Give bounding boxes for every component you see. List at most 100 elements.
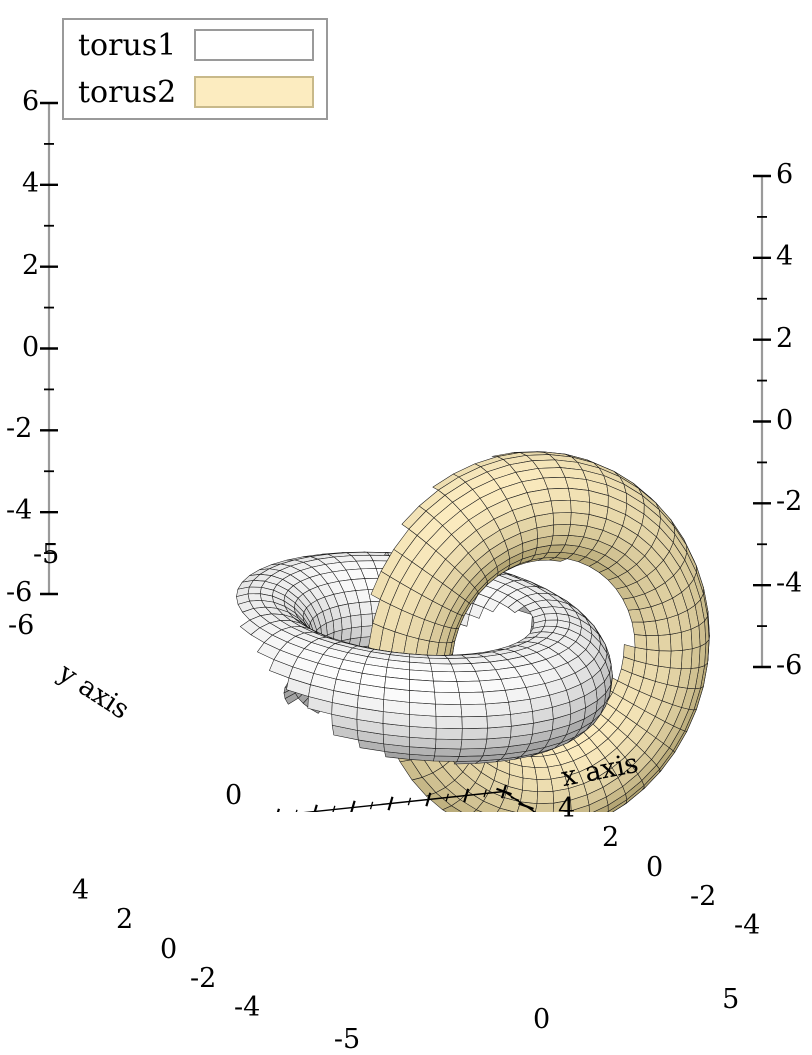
z-tick-label-left: -4 xyxy=(6,497,32,524)
mesh-face xyxy=(483,690,509,704)
z-tick-label-left: 6 xyxy=(22,88,39,115)
mesh-face xyxy=(537,779,553,792)
y-tick-label: -4 xyxy=(234,994,260,1021)
mesh-face xyxy=(462,716,488,729)
mesh-face xyxy=(551,500,571,513)
y-tick-label-right: 4 xyxy=(558,795,575,822)
mesh-face xyxy=(429,658,451,664)
mesh-face xyxy=(457,756,483,762)
x-tick-label-back: 0 xyxy=(225,782,242,809)
mesh-face xyxy=(410,690,436,704)
mesh-face xyxy=(681,629,692,650)
mesh-face xyxy=(361,614,373,627)
legend-label-torus1: torus1 xyxy=(78,28,176,63)
mesh-face xyxy=(435,739,461,749)
mesh-face xyxy=(454,671,479,681)
mesh-face xyxy=(658,651,671,668)
mesh-face xyxy=(487,714,511,728)
z-tick-label-left: 0 xyxy=(22,334,39,361)
y-tick-label: 4 xyxy=(72,877,89,904)
floor-tick-major xyxy=(351,801,355,812)
y-tick-label: 2 xyxy=(116,906,133,933)
mesh-face xyxy=(646,649,659,666)
x-tick-label: -5 xyxy=(334,1026,360,1053)
mesh-face xyxy=(461,704,487,717)
legend-entry-torus2[interactable]: torus2 xyxy=(64,72,326,114)
mesh-face xyxy=(545,620,558,626)
mesh-face xyxy=(553,512,571,524)
z-tick-label-right: -6 xyxy=(776,652,802,679)
mesh-face xyxy=(457,681,483,693)
mesh-face xyxy=(509,699,533,714)
mesh-face xyxy=(248,587,261,594)
mesh-face xyxy=(535,803,554,812)
mesh-face xyxy=(462,728,488,740)
mesh-face xyxy=(433,681,459,693)
y-tick-label: -2 xyxy=(190,965,216,992)
mesh-face xyxy=(699,643,706,667)
x-tick-label: 5 xyxy=(722,986,739,1013)
y-tick-label-right: 2 xyxy=(602,824,619,851)
mesh-face xyxy=(359,602,372,615)
mesh-face xyxy=(436,728,462,739)
z-tick-label-right: 4 xyxy=(776,243,793,270)
z-tick-label-left: -6 xyxy=(6,579,32,606)
z-tick-label-right: 0 xyxy=(776,407,793,434)
mesh-face xyxy=(410,715,437,729)
mesh-face xyxy=(670,650,682,668)
mesh-face xyxy=(432,671,457,681)
mesh-face xyxy=(459,692,485,705)
mesh-face xyxy=(571,500,590,514)
mesh-face xyxy=(691,625,700,648)
mesh-face xyxy=(341,616,351,630)
z-tick-label-right: -4 xyxy=(776,570,802,597)
mesh-face xyxy=(658,634,671,651)
mesh-face xyxy=(410,702,436,716)
mesh-face xyxy=(634,647,647,663)
y-tick-label: 0 xyxy=(160,936,177,963)
mesh-face xyxy=(435,692,461,705)
mesh-face xyxy=(548,488,571,501)
mesh-face xyxy=(431,664,455,672)
z-tick-label-right: 2 xyxy=(776,325,793,352)
mesh-face xyxy=(459,748,485,756)
mesh-face xyxy=(523,778,538,792)
mesh-face xyxy=(436,716,462,728)
legend-label-torus2: torus2 xyxy=(78,75,176,110)
mesh-face xyxy=(681,649,692,669)
z-tick-label-right: 6 xyxy=(776,161,793,188)
mesh-face xyxy=(410,726,437,739)
mesh-face xyxy=(537,791,554,803)
mesh-face xyxy=(435,704,461,717)
mesh-face xyxy=(461,739,487,749)
mesh-face xyxy=(485,702,510,716)
legend-entry-torus1[interactable]: torus1 xyxy=(64,25,326,67)
mesh-face xyxy=(543,477,568,489)
mesh-face xyxy=(410,670,434,681)
legend-swatch-torus1 xyxy=(194,29,314,61)
legend-box: torus1 torus2 xyxy=(62,18,328,120)
mesh-face xyxy=(670,632,682,651)
z-minor-label-left: -5 xyxy=(33,541,59,568)
z-tick-label-left: 2 xyxy=(22,252,39,279)
mesh-face xyxy=(634,634,647,649)
mesh-face xyxy=(571,512,590,526)
mesh-face xyxy=(646,636,659,651)
z-tick-label-left: 4 xyxy=(22,170,39,197)
y-tick-label-right: 0 xyxy=(646,854,663,881)
x-tick-label: 0 xyxy=(533,1006,550,1033)
z-tick-label-left: -2 xyxy=(6,415,32,442)
legend-swatch-torus2 xyxy=(194,76,314,108)
mesh-face xyxy=(248,594,262,601)
z-tick-label-right: -2 xyxy=(776,488,802,515)
mesh-face xyxy=(544,613,557,620)
mesh-face xyxy=(433,756,459,762)
mesh-face xyxy=(410,679,435,692)
mesh-face xyxy=(351,615,362,628)
mesh-face xyxy=(487,726,511,739)
y-tick-label-right: -4 xyxy=(734,912,760,939)
mesh-face xyxy=(553,524,570,536)
y-tick-label-right: -2 xyxy=(690,883,716,910)
z-corner-label-left: -6 xyxy=(8,612,34,639)
